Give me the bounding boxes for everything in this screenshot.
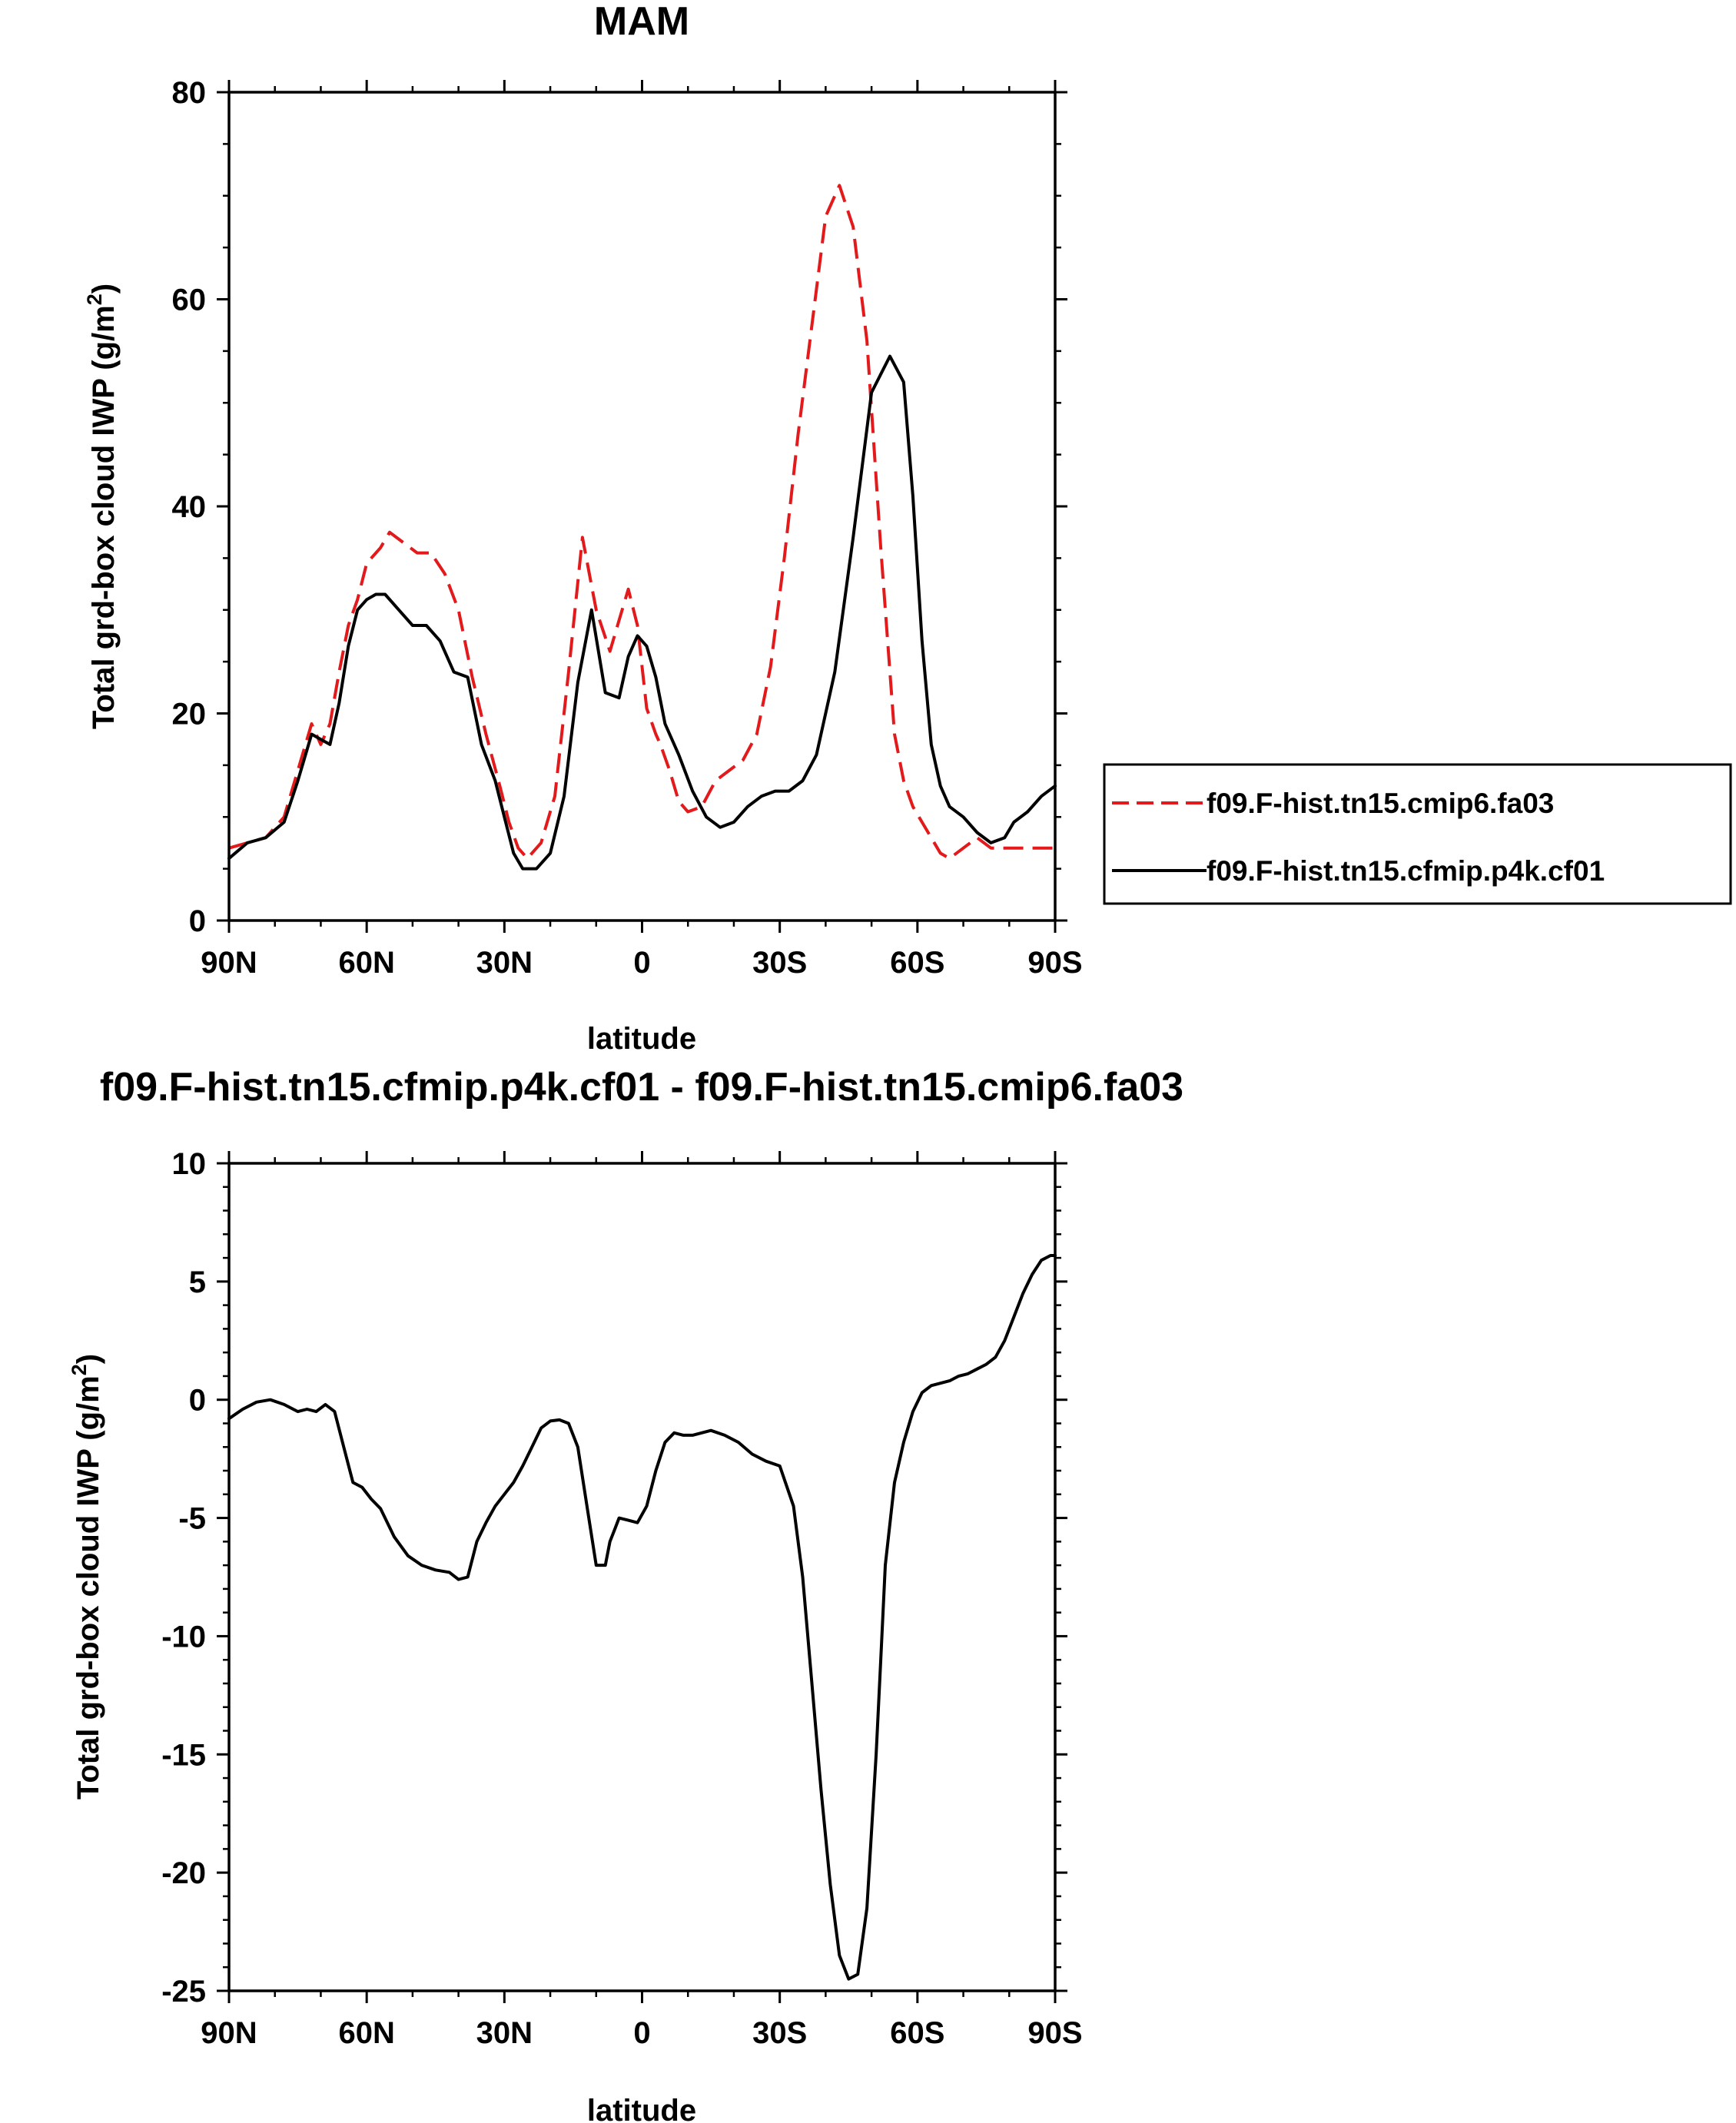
bottom-y-tick-label: 5 — [189, 1266, 206, 1299]
bottom-y-axis-label: Total grd-box cloud IWP (g/m2) — [68, 1354, 105, 1800]
top-y-tick-label: 80 — [172, 76, 207, 110]
top-plot-frame — [227, 91, 1057, 922]
top-y-tick-label: 60 — [172, 284, 207, 317]
bottom-plot-area — [227, 1254, 1057, 1981]
top-x-tick-label: 30N — [476, 946, 533, 980]
legend-label-cmip6: f09.F-hist.tn15.cmip6.fa03 — [1207, 788, 1554, 819]
legend-box — [1103, 763, 1732, 905]
top-axis-ticks: 90N 60N 30N 0 30S 60S 90S 0 20 40 60 80 — [172, 76, 1083, 980]
bottom-x-tick-label: 60N — [338, 2016, 394, 2050]
bottom-x-tick-label: 0 — [633, 2016, 650, 2050]
top-y-axis-label: Total grd-box cloud IWP (g/m2) — [83, 284, 121, 729]
bottom-plot-frame — [227, 1162, 1057, 1992]
bottom-y-tick-label: 0 — [189, 1384, 206, 1418]
bottom-series-line-1 — [227, 1254, 1057, 1981]
bottom-axis-ticks: 90N 60N 30N 0 30S 60S 90S -25 -20 -15 -10 -5 0 5 10 — [161, 1147, 1082, 2050]
top-x-tick-label: 60N — [338, 946, 394, 980]
top-series-line-2 — [227, 354, 1057, 871]
top-y-tick-label: 0 — [189, 904, 206, 938]
bottom-y-tick-label: -20 — [161, 1856, 206, 1890]
bottom-chart-title: f09.F-hist.tn15.cfmip.p4k.cf01 - f09.F-h… — [100, 1065, 1183, 1110]
top-y-tick-label: 20 — [172, 698, 207, 731]
legend-label-p4k: f09.F-hist.tn15.cfmip.p4k.cf01 — [1207, 855, 1605, 887]
bottom-y-tick-label: -15 — [161, 1738, 206, 1772]
bottom-y-tick-label: 10 — [172, 1147, 207, 1181]
top-chart-title: MAM — [594, 0, 689, 44]
top-x-tick-label: 60S — [890, 946, 944, 980]
legend: f09.F-hist.tn15.cmip6.fa03 f09.F-hist.tn… — [1103, 763, 1732, 905]
bottom-x-tick-label: 30S — [752, 2016, 807, 2050]
bottom-y-tick-label: -5 — [178, 1502, 206, 1536]
top-x-axis-label: latitude — [587, 1022, 696, 1056]
top-y-tick-label: 40 — [172, 490, 207, 524]
bottom-x-tick-label: 30N — [476, 2016, 533, 2050]
top-x-tick-label: 90S — [1027, 946, 1082, 980]
top-x-tick-label: 90N — [201, 946, 257, 980]
top-series-line-1 — [228, 184, 1055, 861]
bottom-y-tick-label: -25 — [161, 1975, 206, 2009]
top-plot-area — [227, 184, 1057, 871]
bottom-y-tick-label: -10 — [161, 1620, 206, 1654]
top-x-tick-label: 0 — [633, 946, 650, 980]
bottom-x-tick-label: 90N — [201, 2016, 257, 2050]
bottom-x-axis-label: latitude — [587, 2094, 696, 2123]
top-x-tick-label: 30S — [752, 946, 807, 980]
bottom-x-tick-label: 90S — [1027, 2016, 1082, 2050]
top-panel: MAM 90N 60N 30N 0 30S 60S 90S 0 20 40 60 80 latitud… — [83, 0, 1732, 1056]
bottom-x-tick-label: 60S — [890, 2016, 944, 2050]
bottom-panel: f09.F-hist.tn15.cfmip.p4k.cf01 - f09.F-h… — [68, 1065, 1183, 2123]
